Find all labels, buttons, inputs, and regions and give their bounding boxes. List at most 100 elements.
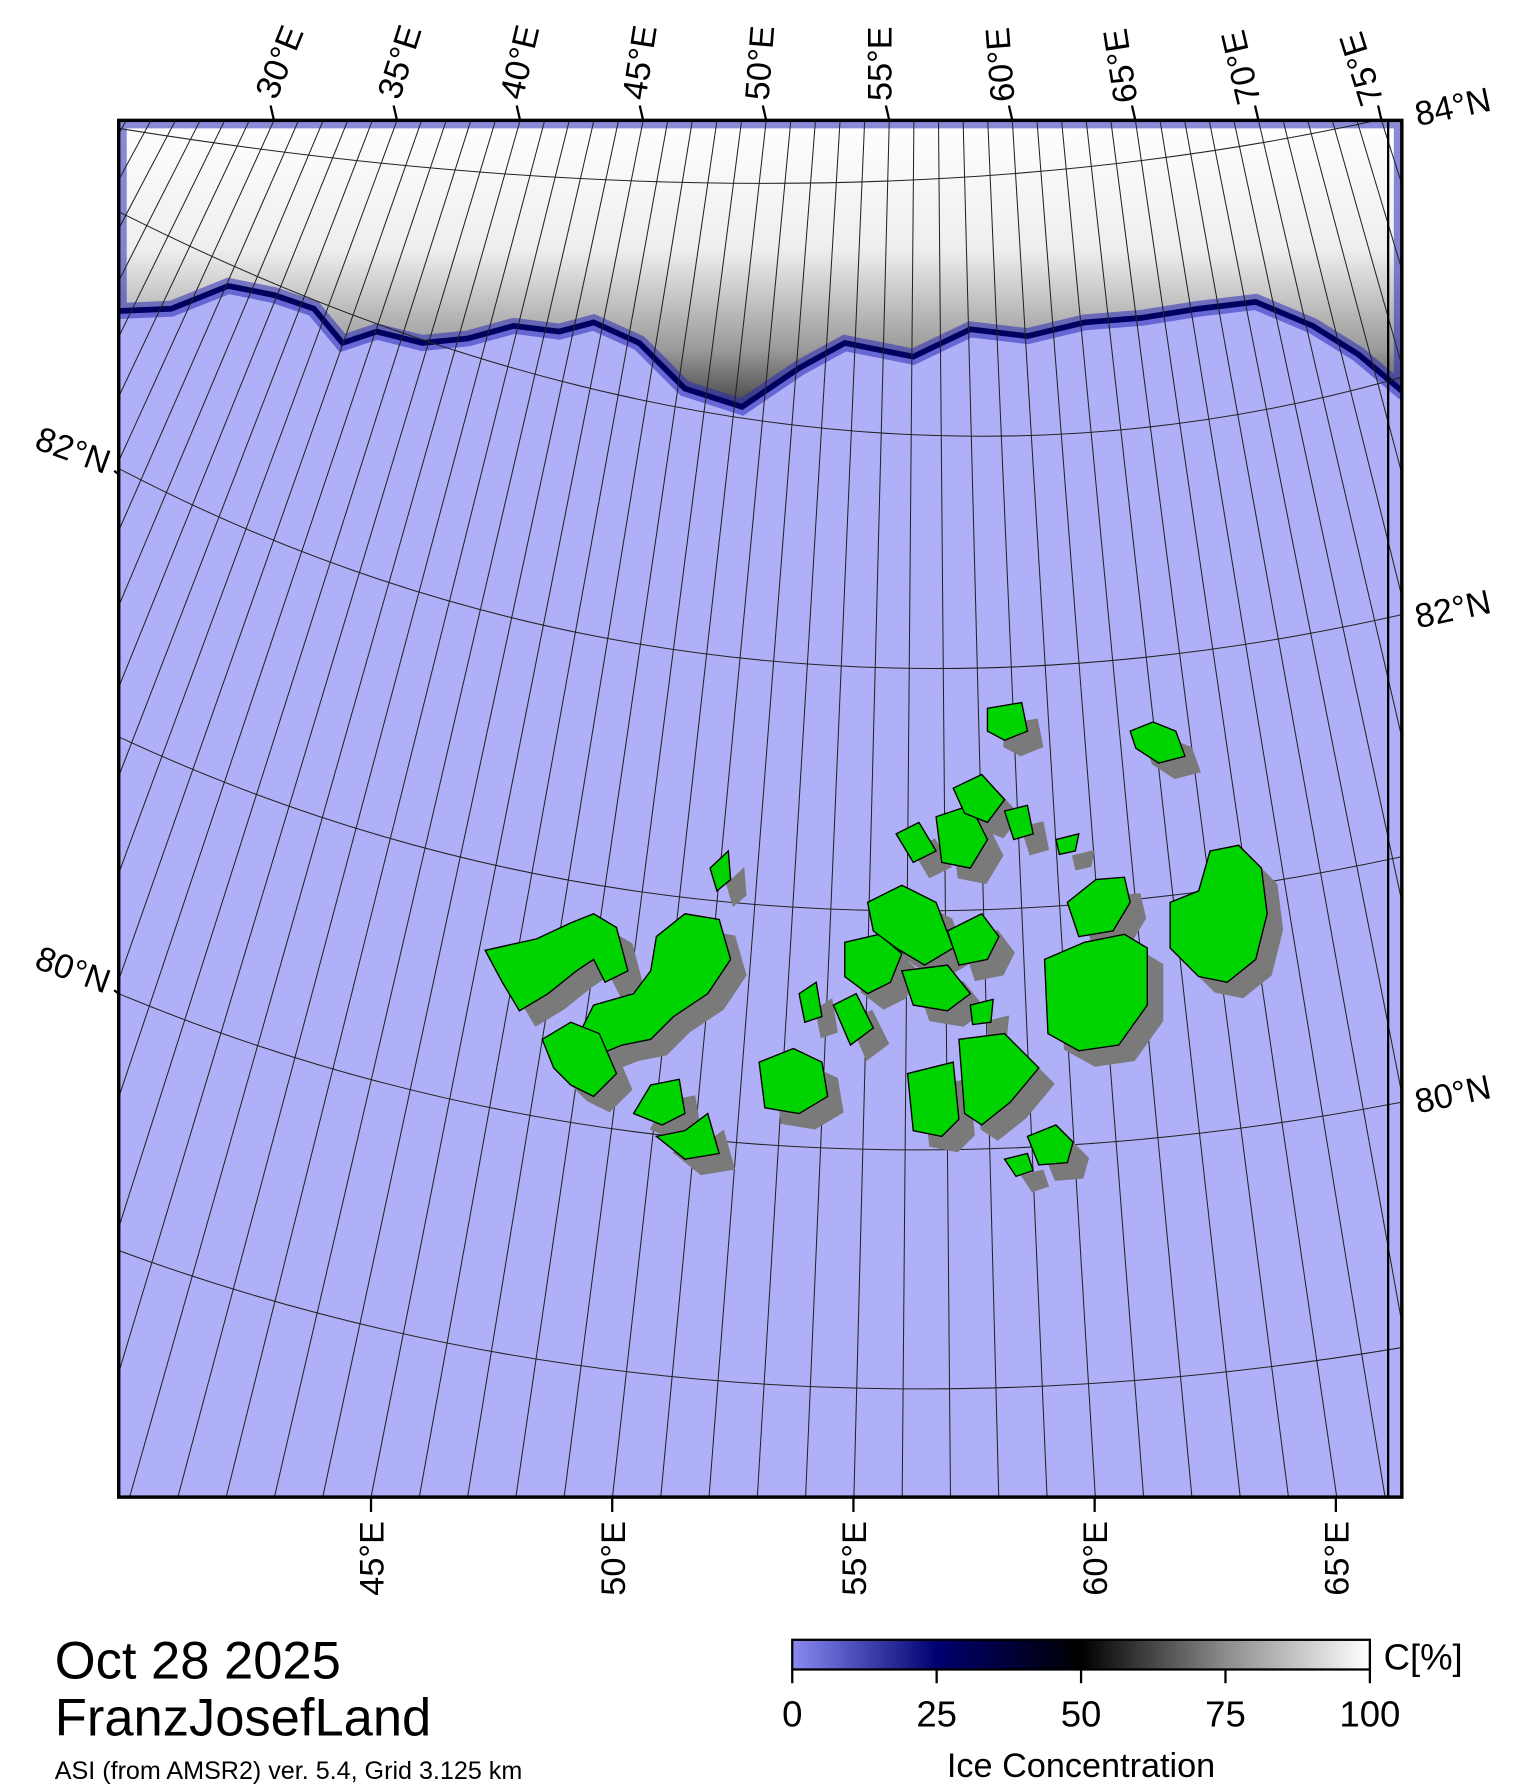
parallel bbox=[118, 120, 1379, 184]
top-label: 40°E bbox=[493, 21, 547, 102]
top-label: 35°E bbox=[371, 21, 430, 104]
colorbar-label: Ice Concentration bbox=[947, 1747, 1215, 1785]
meridian bbox=[1455, 120, 1516, 1497]
bottom-label: 50°E bbox=[595, 1521, 633, 1596]
island bbox=[906, 1061, 960, 1138]
meridian bbox=[273, 120, 595, 1498]
top-tick bbox=[1376, 105, 1383, 121]
top-label: 65°E bbox=[1097, 26, 1146, 106]
bottom-label: 45°E bbox=[354, 1521, 392, 1596]
meridian bbox=[118, 120, 373, 778]
meridian bbox=[1505, 120, 1516, 1497]
meridian bbox=[853, 120, 890, 1498]
caption: ASI (from AMSR2) ver. 5.4, Grid 3.125 km bbox=[55, 1757, 522, 1785]
island bbox=[895, 821, 938, 864]
meridian bbox=[129, 120, 521, 1498]
meridian bbox=[1233, 120, 1402, 904]
meridian bbox=[1282, 120, 1402, 599]
meridian bbox=[1257, 120, 1402, 740]
meridian bbox=[756, 120, 841, 1498]
top-label: 60°E bbox=[979, 26, 1023, 103]
parallel bbox=[118, 993, 1402, 1151]
meridian bbox=[937, 120, 951, 1498]
colorbar-tick-label: 100 bbox=[1339, 1694, 1400, 1735]
meridian bbox=[418, 120, 669, 1498]
island bbox=[986, 701, 1029, 742]
left-label: 80°N bbox=[30, 939, 115, 1001]
meridian bbox=[118, 120, 275, 463]
colorbar-tick-label: 25 bbox=[916, 1694, 957, 1735]
meridian bbox=[1431, 120, 1516, 1497]
meridian bbox=[1134, 120, 1338, 1498]
island bbox=[946, 912, 1000, 966]
island-shadow bbox=[1071, 849, 1095, 871]
meridian bbox=[225, 120, 570, 1498]
island bbox=[1055, 832, 1080, 856]
island bbox=[900, 964, 972, 1012]
meridian bbox=[563, 120, 743, 1498]
meridian bbox=[370, 120, 644, 1498]
region-title: FranzJosefLand bbox=[55, 1689, 431, 1748]
meridian bbox=[0, 120, 28, 1497]
date-title: Oct 28 2025 bbox=[55, 1632, 341, 1691]
colorbar-unit: C[%] bbox=[1384, 1636, 1463, 1677]
top-tick bbox=[515, 105, 522, 121]
meridian bbox=[118, 120, 250, 398]
right-label: 82°N bbox=[1412, 583, 1495, 636]
top-label: 30°E bbox=[248, 21, 311, 104]
island bbox=[969, 998, 994, 1026]
top-tick bbox=[1253, 105, 1260, 121]
top-tick bbox=[1130, 105, 1137, 121]
meridian bbox=[901, 120, 915, 1498]
meridian bbox=[805, 120, 866, 1498]
bottom-label: 55°E bbox=[836, 1521, 874, 1596]
top-label: 50°E bbox=[739, 24, 783, 101]
island bbox=[1129, 721, 1186, 764]
meridian bbox=[1406, 120, 1516, 1497]
meridian bbox=[118, 120, 472, 1230]
meridian bbox=[708, 120, 816, 1498]
parallel bbox=[118, 468, 1402, 669]
island-shadow bbox=[726, 866, 747, 907]
colorbar bbox=[791, 1638, 1372, 1671]
colorbar-tick-label: 50 bbox=[1061, 1694, 1102, 1735]
meridian bbox=[322, 120, 620, 1498]
colorbar-tick-label: 75 bbox=[1205, 1694, 1246, 1735]
map-content bbox=[0, 120, 1516, 1498]
meridian bbox=[515, 120, 718, 1498]
top-tick bbox=[269, 105, 276, 121]
island bbox=[1026, 1124, 1074, 1166]
meridian bbox=[1061, 120, 1193, 1498]
meridian bbox=[0, 120, 77, 1497]
meridian bbox=[1208, 120, 1402, 1097]
island bbox=[1003, 804, 1034, 841]
island bbox=[958, 1032, 1040, 1126]
meridian bbox=[118, 120, 324, 608]
top-tick bbox=[1007, 105, 1014, 121]
meridian bbox=[118, 120, 300, 532]
meridian bbox=[0, 120, 52, 1497]
right-label: 84°N bbox=[1412, 81, 1495, 134]
top-tick bbox=[392, 105, 399, 121]
left-label: 82°N bbox=[30, 420, 115, 482]
left-tick bbox=[113, 989, 120, 995]
right-label: 80°N bbox=[1412, 1068, 1495, 1121]
meridian bbox=[118, 120, 423, 982]
meridian bbox=[660, 120, 792, 1498]
meridian bbox=[1159, 120, 1386, 1498]
islands bbox=[484, 701, 1284, 1193]
frame bbox=[117, 118, 1404, 1499]
meridian bbox=[1480, 120, 1516, 1497]
island bbox=[632, 1078, 686, 1126]
top-tick bbox=[638, 105, 645, 121]
top-tick bbox=[884, 105, 891, 121]
meridian bbox=[467, 120, 693, 1498]
parallel bbox=[118, 211, 1402, 437]
island bbox=[581, 913, 732, 1058]
top-label: 75°E bbox=[1333, 27, 1392, 110]
top-label: 45°E bbox=[616, 23, 665, 103]
bottom-label: 65°E bbox=[1318, 1521, 1356, 1596]
island bbox=[709, 849, 732, 893]
